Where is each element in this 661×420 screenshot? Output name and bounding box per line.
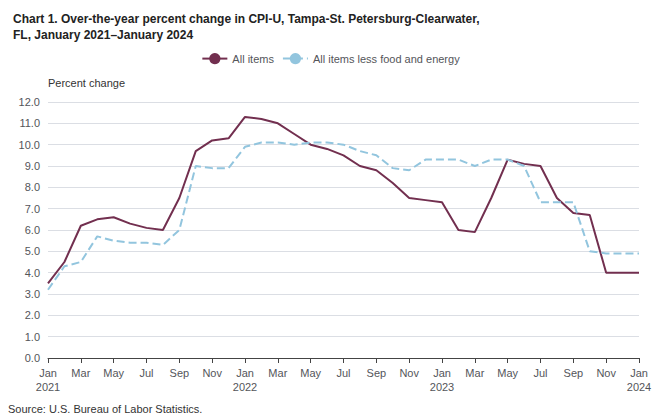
svg-text:Nov: Nov [202,367,222,379]
svg-text:1.0: 1.0 [25,331,40,343]
svg-text:2021: 2021 [36,381,60,393]
svg-text:Jan: Jan [39,367,57,379]
svg-text:Jul: Jul [533,367,547,379]
svg-text:May: May [497,367,518,379]
svg-text:2024: 2024 [627,381,651,393]
svg-text:Sep: Sep [564,367,584,379]
svg-text:12.0: 12.0 [19,96,40,108]
svg-text:May: May [103,367,124,379]
svg-text:Mar: Mar [465,367,484,379]
svg-text:Chart 1. Over-the-year percent: Chart 1. Over-the-year percent change in… [13,12,480,26]
svg-text:6.0: 6.0 [25,224,40,236]
svg-text:9.0: 9.0 [25,160,40,172]
svg-text:Jan: Jan [433,367,451,379]
svg-text:4.0: 4.0 [25,267,40,279]
svg-text:3.0: 3.0 [25,288,40,300]
svg-text:2023: 2023 [430,381,454,393]
svg-text:Sep: Sep [170,367,190,379]
svg-text:7.0: 7.0 [25,203,40,215]
svg-text:Sep: Sep [367,367,387,379]
svg-text:Nov: Nov [596,367,616,379]
svg-text:FL, January 2021–January 2024: FL, January 2021–January 2024 [13,28,193,42]
svg-text:Mar: Mar [71,367,90,379]
svg-text:2.0: 2.0 [25,309,40,321]
svg-text:5.0: 5.0 [25,245,40,257]
svg-text:Source: U.S. Bureau of Labor S: Source: U.S. Bureau of Labor Statistics. [8,403,202,415]
svg-text:Jul: Jul [139,367,153,379]
svg-text:2022: 2022 [233,381,257,393]
svg-text:10.0: 10.0 [19,139,40,151]
svg-text:All items less food and energy: All items less food and energy [313,53,460,65]
svg-text:11.0: 11.0 [19,117,40,129]
svg-text:Mar: Mar [268,367,287,379]
svg-text:8.0: 8.0 [25,181,40,193]
svg-text:Nov: Nov [399,367,419,379]
svg-text:Percent change: Percent change [48,77,125,89]
svg-text:Jul: Jul [336,367,350,379]
svg-text:All items: All items [232,53,274,65]
svg-text:May: May [300,367,321,379]
svg-text:Jan: Jan [236,367,254,379]
svg-text:0.0: 0.0 [25,352,40,364]
svg-text:Jan: Jan [630,367,648,379]
